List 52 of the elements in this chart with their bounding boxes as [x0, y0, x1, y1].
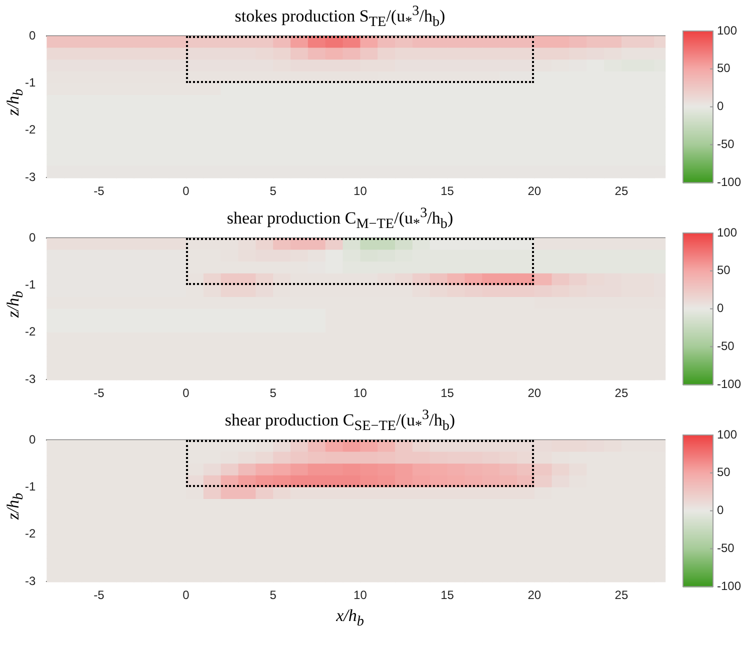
- x-tick-label: 0: [182, 386, 190, 400]
- color-bar-label: 100: [717, 225, 738, 240]
- color-bar-label: -100: [717, 174, 742, 189]
- y-tick-label: -1: [25, 480, 36, 494]
- x-tick-label: 10: [354, 588, 368, 602]
- color-bar-label: 50: [717, 263, 731, 278]
- x-tick-label: 5: [270, 184, 277, 198]
- y-tick-label: -3: [25, 170, 36, 184]
- x-tick-label: 10: [354, 184, 368, 198]
- x-tick-label: 0: [182, 184, 190, 198]
- x-axis-title: x/h$_{b}$: [335, 606, 365, 630]
- color-bar-label: -100: [717, 376, 742, 391]
- x-tick-label: 20: [528, 386, 542, 400]
- x-tick-label: -5: [94, 588, 105, 602]
- x-tick-label: 5: [270, 588, 277, 602]
- y-tick-label: 0: [28, 28, 36, 42]
- color-bar-label: 50: [717, 61, 731, 76]
- x-tick-label: 15: [440, 184, 454, 198]
- x-tick-label: 25: [614, 588, 628, 602]
- y-tick-label: -3: [25, 574, 36, 588]
- x-tick-label: 10: [354, 386, 368, 400]
- color-bar-label: 100: [717, 427, 738, 442]
- y-tick-label: -1: [25, 278, 36, 292]
- color-bar-label: -50: [717, 339, 735, 354]
- chart-title: stokes production S$_{TE}$/(u$_{*}$$^{3}$/h$_{b}$): [234, 2, 446, 30]
- y-tick-label: -2: [25, 122, 36, 137]
- color-bar-label: 100: [717, 23, 738, 38]
- color-bar-label: 0: [717, 301, 724, 316]
- x-tick-label: 5: [270, 386, 277, 400]
- x-tick-label: 25: [614, 386, 628, 400]
- x-tick-label: -5: [94, 386, 105, 400]
- color-bar-label: -50: [717, 137, 735, 152]
- color-bar-label: 0: [717, 503, 724, 518]
- y-tick-label: 0: [28, 432, 36, 446]
- color-bar-label: 0: [717, 99, 724, 114]
- color-bar-label: 50: [717, 465, 731, 480]
- x-tick-label: 15: [440, 386, 454, 400]
- chart-title: shear production C$_{M−TE}$/(u$_{*}$$^{3}$/h$_{b}$): [226, 204, 454, 232]
- y-tick-label: -2: [25, 324, 36, 339]
- x-tick-label: 15: [440, 588, 454, 602]
- x-tick-label: -5: [94, 184, 105, 198]
- x-tick-label: 20: [528, 184, 542, 198]
- color-bar-label: -50: [717, 541, 735, 556]
- x-tick-label: 20: [528, 588, 542, 602]
- x-tick-label: 25: [614, 184, 628, 198]
- y-tick-label: -1: [25, 76, 36, 90]
- chart-title: shear production C$_{SE−TE}$/(u$_{*}$$^{3}$/h$_{b}$): [224, 406, 456, 434]
- color-bar-label: -100: [717, 578, 742, 593]
- x-tick-label: 0: [182, 588, 190, 602]
- y-tick-label: 0: [28, 230, 36, 244]
- y-tick-label: -2: [25, 526, 36, 541]
- y-tick-label: -3: [25, 372, 36, 386]
